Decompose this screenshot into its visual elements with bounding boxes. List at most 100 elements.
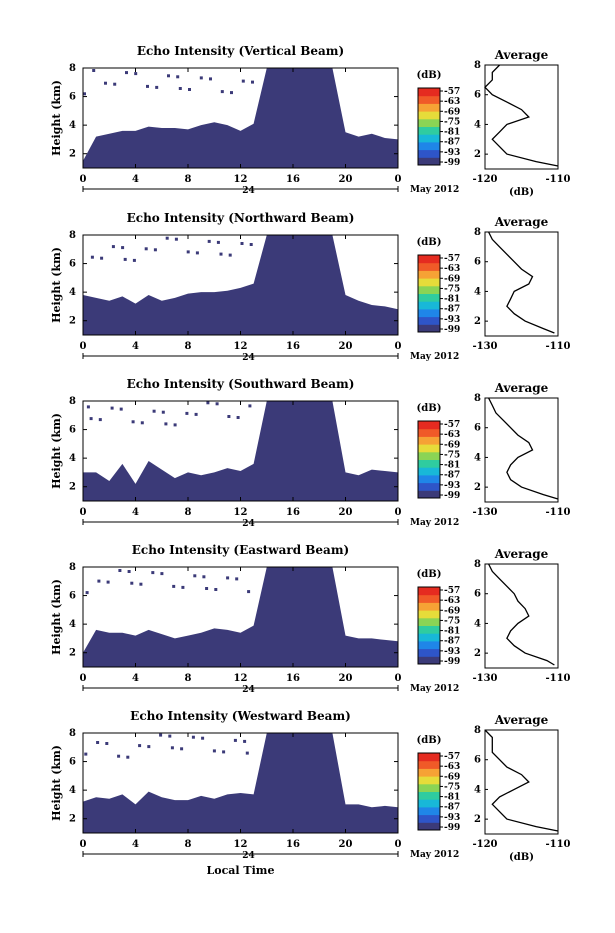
average-y-tick-label: 6	[474, 257, 481, 268]
average-y-tick-label: 2	[474, 316, 481, 327]
echo-speckle	[216, 240, 220, 244]
echo-speckle	[138, 744, 142, 748]
average-x-tick-label: -110	[545, 174, 570, 185]
average-frame	[484, 397, 559, 503]
echo-speckle	[127, 570, 131, 573]
echo-speckle	[202, 575, 206, 579]
colorbar-tick-label: -87	[444, 803, 460, 813]
average-title: Average	[494, 381, 549, 395]
average-x-tick-label: -120	[472, 839, 497, 850]
y-axis-label: Height (km)	[50, 80, 63, 156]
echo-speckle	[119, 407, 123, 411]
panel-3: Echo Intensity (Eastward Beam) Height (km…	[50, 543, 571, 695]
colorbar-segment	[418, 783, 440, 792]
y-tick-label: 2	[69, 648, 76, 659]
colorbar-segment	[418, 103, 440, 112]
x-tick-label: 0	[395, 174, 402, 185]
y-axis-label: Height (km)	[50, 247, 63, 323]
echo-speckle	[235, 577, 239, 581]
colorbar-tick-label: -93	[444, 481, 460, 491]
colorbar-segment	[418, 482, 440, 491]
echo-speckle	[151, 571, 155, 575]
echo-speckle	[84, 752, 88, 756]
echo-speckle	[165, 236, 169, 240]
average-y-tick-label: 8	[474, 393, 481, 404]
colorbar-tick-label: -69	[444, 772, 460, 782]
average-y-tick-label: 6	[474, 755, 481, 766]
echo-speckle	[207, 239, 211, 243]
date-label: May 2012	[410, 185, 459, 195]
echo-speckle	[180, 747, 184, 751]
x-tick-label: 8	[185, 174, 192, 185]
echo-speckle	[181, 585, 185, 589]
colorbar-segment	[418, 88, 440, 97]
day-label: 24	[242, 519, 255, 529]
colorbar-tick-label: -57	[444, 586, 460, 596]
colorbar-tick-label: -69	[444, 440, 460, 450]
colorbar-tick-label: -75	[444, 616, 460, 626]
echo-speckle	[160, 572, 164, 576]
x-tick-label: 20	[339, 839, 353, 850]
x-tick-label: 0	[395, 673, 402, 684]
x-tick-label: 12	[234, 174, 248, 185]
average-frame	[484, 563, 559, 669]
colorbar-tick-label: -81	[444, 793, 460, 803]
echo-speckle	[147, 745, 151, 749]
echo-speckle	[159, 733, 163, 737]
echo-speckle	[164, 422, 168, 426]
echo-speckle	[236, 416, 240, 419]
date-label: May 2012	[410, 850, 459, 860]
echo-speckle	[118, 569, 122, 572]
average-unit: (dB)	[509, 852, 534, 863]
colorbar-tick-label: -99	[444, 325, 460, 335]
colorbar-unit: (dB)	[417, 403, 442, 414]
colorbar-segment	[418, 149, 440, 158]
echo-speckle	[193, 574, 197, 578]
date-label: May 2012	[410, 684, 459, 694]
y-tick-label: 4	[69, 120, 76, 131]
average-title: Average	[494, 547, 549, 561]
y-tick-label: 8	[69, 63, 76, 74]
colorbar-segment	[418, 301, 440, 310]
echo-speckle	[205, 587, 209, 590]
echo-speckle	[240, 242, 244, 245]
date-label: May 2012	[410, 518, 459, 528]
colorbar-segment	[418, 467, 440, 476]
colorbar-tick-label: -57	[444, 254, 460, 264]
colorbar-segment	[418, 474, 440, 484]
colorbar-tick-label: -63	[444, 264, 460, 274]
x-axis-label: Local Time	[207, 864, 275, 877]
average-y-tick-label: 4	[474, 119, 481, 130]
colorbar-segment	[418, 587, 440, 596]
average-x-tick-label: -120	[472, 174, 497, 185]
colorbar-segment	[418, 594, 440, 603]
echo-speckle	[212, 749, 216, 753]
echo-speckle	[139, 582, 143, 586]
echo-speckle	[178, 87, 182, 90]
x-tick-label: 0	[80, 507, 87, 518]
colorbar-tick-label: -69	[444, 274, 460, 284]
colorbar-tick-label: -99	[444, 823, 460, 833]
day-label: 24	[242, 685, 255, 695]
average-unit: (dB)	[509, 187, 534, 198]
colorbar-unit: (dB)	[417, 735, 442, 746]
average-y-tick-label: 6	[474, 423, 481, 434]
echo-speckle	[130, 581, 134, 585]
echo-region	[83, 567, 398, 667]
echo-speckle	[219, 252, 223, 256]
echo-speckle	[226, 576, 230, 580]
colorbar-segment	[418, 293, 440, 302]
y-tick-label: 6	[69, 425, 76, 436]
colorbar-tick-label: -99	[444, 657, 460, 667]
colorbar-segment	[418, 157, 440, 166]
x-tick-label: 0	[80, 673, 87, 684]
colorbar-frame	[417, 586, 441, 665]
colorbar-segment	[418, 610, 440, 619]
colorbar-segment	[418, 118, 440, 127]
x-tick-label: 0	[80, 174, 87, 185]
echo-speckle	[206, 401, 210, 405]
colorbar-segment	[418, 490, 440, 499]
echo-region	[83, 68, 398, 168]
echo-speckle	[146, 84, 149, 88]
echo-speckle	[172, 584, 176, 588]
